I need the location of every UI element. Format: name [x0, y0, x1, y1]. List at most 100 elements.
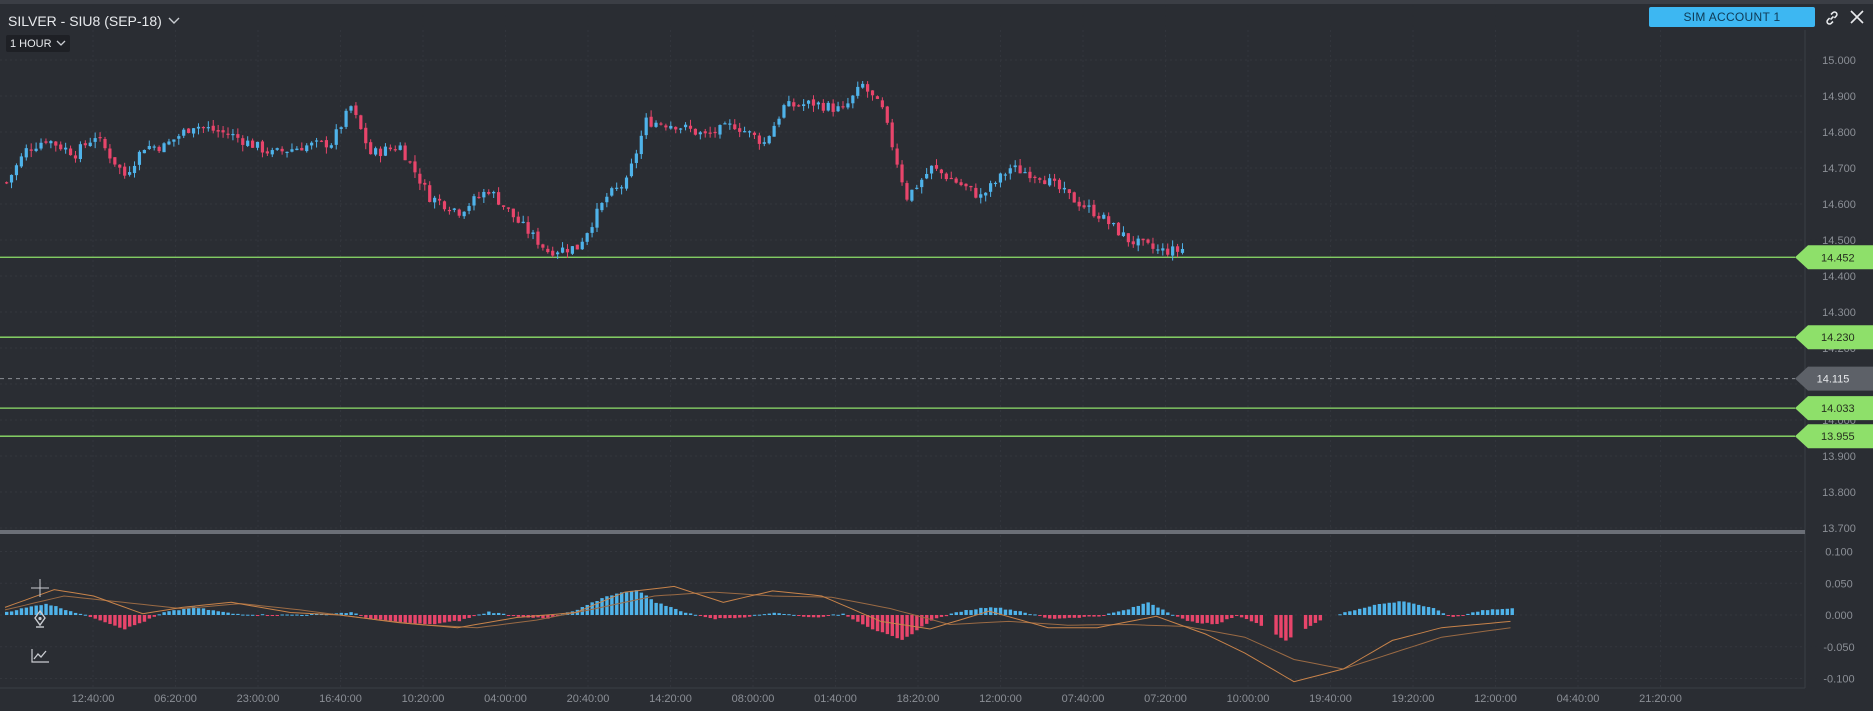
candle-body[interactable]: [305, 145, 309, 152]
candle-body[interactable]: [875, 96, 880, 99]
candle-body[interactable]: [9, 174, 14, 183]
candle-body[interactable]: [34, 148, 38, 151]
candle-body[interactable]: [1121, 232, 1126, 237]
candle-body[interactable]: [162, 143, 166, 153]
candle-body[interactable]: [536, 231, 540, 245]
candle-body[interactable]: [221, 130, 225, 133]
candle-body[interactable]: [113, 157, 117, 165]
candle-body[interactable]: [944, 173, 948, 180]
candle-body[interactable]: [270, 150, 274, 155]
candle-body[interactable]: [1062, 187, 1066, 190]
candle-body[interactable]: [993, 182, 998, 185]
candle-body[interactable]: [103, 138, 107, 149]
candle-body[interactable]: [1082, 205, 1086, 208]
candle-body[interactable]: [236, 134, 240, 138]
candle-body[interactable]: [255, 141, 260, 148]
candle-body[interactable]: [206, 127, 210, 129]
candle-body[interactable]: [152, 146, 156, 148]
candle-body[interactable]: [664, 125, 668, 128]
candle-body[interactable]: [310, 142, 314, 146]
candle-body[interactable]: [610, 188, 614, 196]
candle-body[interactable]: [349, 106, 353, 111]
candle-body[interactable]: [378, 148, 383, 157]
candle-body[interactable]: [88, 142, 92, 147]
candle-body[interactable]: [679, 128, 683, 130]
candle-body[interactable]: [5, 182, 9, 184]
candle-body[interactable]: [447, 209, 451, 212]
candle-body[interactable]: [1018, 165, 1022, 174]
candle-body[interactable]: [1151, 243, 1155, 249]
price-level-tag[interactable]: [1795, 424, 1873, 449]
candle-body[interactable]: [649, 116, 653, 127]
candle-body[interactable]: [521, 221, 525, 223]
candle-body[interactable]: [841, 106, 845, 108]
candle-body[interactable]: [167, 141, 171, 145]
candle-body[interactable]: [1156, 249, 1160, 251]
candle-body[interactable]: [44, 141, 48, 143]
candle-body[interactable]: [246, 140, 250, 146]
candle-body[interactable]: [334, 129, 338, 145]
candle-body[interactable]: [49, 141, 53, 144]
candle-body[interactable]: [314, 140, 319, 142]
candle-body[interactable]: [437, 198, 442, 201]
candle-body[interactable]: [590, 227, 594, 233]
candle-body[interactable]: [462, 211, 466, 217]
candle-body[interactable]: [472, 196, 476, 206]
candle-body[interactable]: [669, 125, 673, 129]
candle-body[interactable]: [792, 102, 796, 107]
candle-body[interactable]: [1092, 204, 1096, 217]
candle-body[interactable]: [620, 187, 624, 189]
candle-body[interactable]: [251, 140, 255, 148]
candle-body[interactable]: [851, 95, 855, 104]
candle-body[interactable]: [600, 202, 604, 211]
candle-body[interactable]: [172, 139, 176, 142]
candle-body[interactable]: [1112, 223, 1116, 225]
candle-body[interactable]: [708, 132, 712, 134]
candle-body[interactable]: [1116, 222, 1121, 236]
candle-body[interactable]: [423, 182, 427, 185]
candle-body[interactable]: [64, 147, 68, 150]
candle-body[interactable]: [890, 122, 894, 148]
candle-body[interactable]: [629, 163, 634, 177]
candle-body[interactable]: [182, 129, 186, 136]
candle-body[interactable]: [738, 128, 742, 132]
pane-separator[interactable]: [0, 530, 1805, 534]
candle-body[interactable]: [713, 131, 717, 134]
candle-body[interactable]: [969, 185, 973, 188]
candle-body[interactable]: [811, 99, 816, 106]
candle-body[interactable]: [560, 247, 565, 253]
candle-body[interactable]: [767, 136, 771, 144]
candle-body[interactable]: [674, 126, 678, 130]
candle-body[interactable]: [177, 136, 181, 139]
candle-body[interactable]: [954, 178, 958, 183]
candle-body[interactable]: [68, 148, 73, 156]
candle-body[interactable]: [191, 128, 196, 134]
candle-body[interactable]: [383, 146, 388, 156]
candle-body[interactable]: [1052, 178, 1057, 181]
candle-body[interactable]: [787, 101, 791, 107]
candle-body[interactable]: [93, 138, 97, 142]
candle-body[interactable]: [339, 127, 343, 130]
candle-body[interactable]: [693, 128, 697, 135]
candle-body[interactable]: [654, 122, 658, 127]
price-level-tag[interactable]: [1795, 245, 1873, 270]
candle-body[interactable]: [1033, 176, 1037, 179]
candle-body[interactable]: [866, 84, 870, 92]
candle-body[interactable]: [1077, 201, 1081, 207]
candle-body[interactable]: [1013, 165, 1017, 168]
candle-body[interactable]: [452, 208, 456, 210]
candle-body[interactable]: [201, 127, 205, 129]
candle-body[interactable]: [989, 183, 993, 192]
candle-body[interactable]: [516, 216, 520, 223]
candle-body[interactable]: [1008, 168, 1012, 174]
candle-body[interactable]: [910, 189, 914, 201]
candle-body[interactable]: [905, 183, 909, 200]
candle-body[interactable]: [467, 206, 471, 211]
candle-body[interactable]: [831, 103, 835, 112]
candle-body[interactable]: [54, 141, 58, 146]
candle-body[interactable]: [1102, 214, 1106, 219]
instrument-selector[interactable]: SILVER - SIU8 (SEP-18): [8, 11, 180, 31]
candle-body[interactable]: [260, 141, 265, 153]
candle-body[interactable]: [142, 149, 146, 154]
